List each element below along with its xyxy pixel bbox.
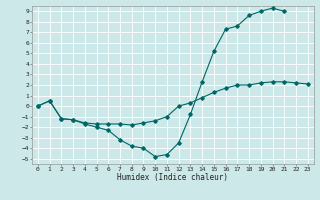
X-axis label: Humidex (Indice chaleur): Humidex (Indice chaleur)	[117, 173, 228, 182]
